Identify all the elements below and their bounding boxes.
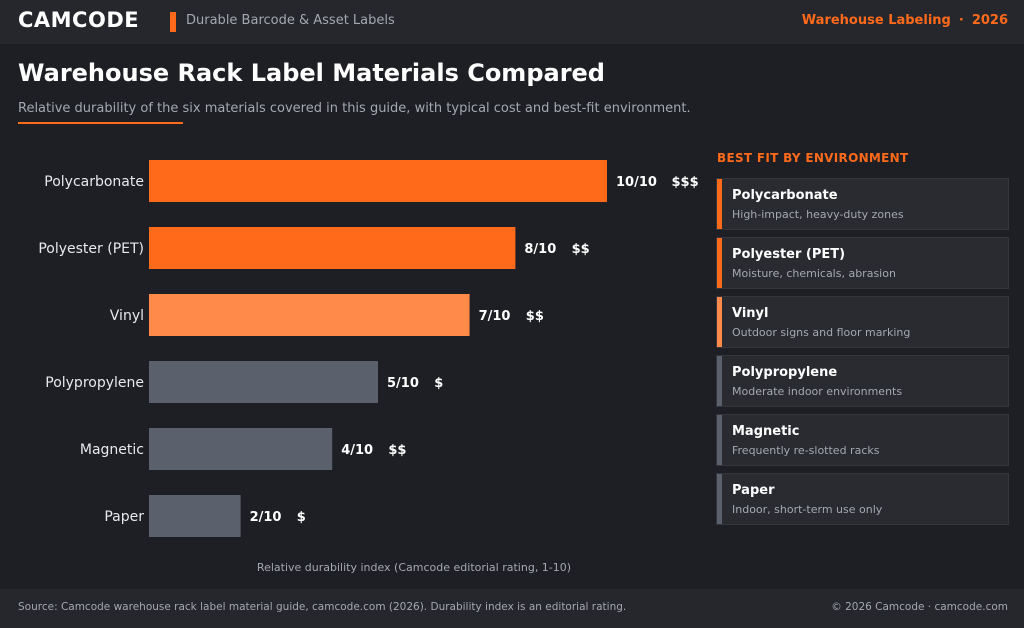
environment-description: Outdoor signs and floor marking bbox=[732, 326, 911, 339]
bars-layer: Polycarbonate 10/10 $$$Polyester (PET) 8/10… bbox=[38, 160, 699, 537]
page-subtitle: Relative durability of the six materials… bbox=[18, 101, 691, 116]
title-underline bbox=[18, 122, 183, 124]
environment-material-name: Polypropylene bbox=[732, 365, 838, 380]
brand-logo: CAMCODE bbox=[18, 8, 140, 32]
bar bbox=[149, 294, 470, 336]
cost-label: $$ bbox=[388, 443, 406, 458]
environment-accent-bar bbox=[717, 238, 722, 288]
section-name: Warehouse Labeling bbox=[801, 13, 951, 28]
value-label: 8/10 bbox=[524, 242, 556, 257]
footer-source: Source: Camcode warehouse rack label mat… bbox=[18, 601, 627, 613]
category-label: Polypropylene bbox=[45, 375, 144, 391]
bar-group: Polypropylene 5/10 $ bbox=[45, 361, 443, 403]
environment-accent-bar bbox=[717, 474, 722, 524]
environment-description: Indoor, short-term use only bbox=[732, 503, 883, 516]
category-label: Vinyl bbox=[110, 308, 144, 324]
bar-group: Magnetic 4/10 $$ bbox=[80, 428, 406, 470]
bar-group: Polycarbonate 10/10 $$$ bbox=[44, 160, 699, 202]
environment-card: Magnetic Frequently re-slotted racks bbox=[716, 414, 1009, 466]
value-label: 5/10 bbox=[387, 376, 419, 391]
environment-material-name: Vinyl bbox=[732, 306, 769, 321]
environment-list: Polycarbonate High-impact, heavy-duty zon… bbox=[716, 178, 1009, 532]
category-label: Polycarbonate bbox=[44, 174, 144, 190]
category-label: Paper bbox=[104, 509, 144, 525]
bar-group: Vinyl 7/10 $$ bbox=[110, 294, 544, 336]
cost-label: $$$ bbox=[672, 175, 699, 190]
bar bbox=[149, 160, 607, 202]
environment-accent-bar bbox=[717, 356, 722, 406]
environment-accent-bar bbox=[717, 415, 722, 465]
environment-description: Moisture, chemicals, abrasion bbox=[732, 267, 896, 280]
environment-description: Frequently re-slotted racks bbox=[732, 444, 880, 457]
value-label: 10/10 bbox=[616, 175, 657, 190]
environment-card: Polyester (PET) Moisture, chemicals, abra… bbox=[716, 237, 1009, 289]
environment-description: High-impact, heavy-duty zones bbox=[732, 208, 904, 221]
durability-bar-chart: Polycarbonate 10/10 $$$Polyester (PET) 8/10… bbox=[38, 160, 699, 574]
section-year: 2026 bbox=[971, 13, 1008, 28]
environment-material-name: Polyester (PET) bbox=[732, 247, 846, 262]
bar bbox=[149, 428, 333, 470]
environment-accent-bar bbox=[717, 179, 722, 229]
bar bbox=[149, 361, 378, 403]
value-label: 7/10 bbox=[479, 309, 511, 324]
bar bbox=[149, 495, 241, 537]
brand-accent-bar bbox=[170, 12, 176, 32]
environment-heading: BEST FIT BY ENVIRONMENT bbox=[717, 151, 909, 165]
environment-material-name: Polycarbonate bbox=[732, 188, 838, 203]
environment-card: Paper Indoor, short-term use only bbox=[716, 473, 1009, 525]
bar-group: Polyester (PET) 8/10 $$ bbox=[38, 227, 590, 269]
environment-accent-bar bbox=[717, 297, 722, 347]
environment-material-name: Magnetic bbox=[732, 424, 800, 439]
cost-label: $$ bbox=[526, 309, 544, 324]
page-title: Warehouse Rack Label Materials Compared bbox=[18, 59, 605, 87]
top-bar: CAMCODE Durable Barcode & Asset Labels W… bbox=[0, 0, 1024, 44]
cost-label: $$ bbox=[572, 242, 590, 257]
x-axis-label: Relative durability index (Camcode edito… bbox=[257, 561, 571, 574]
environment-material-name: Paper bbox=[732, 483, 775, 498]
environment-description: Moderate indoor environments bbox=[732, 385, 903, 398]
footer-copyright: © 2026 Camcode · camcode.com bbox=[831, 601, 1008, 613]
cost-label: $ bbox=[434, 376, 443, 391]
bar-group: Paper 2/10 $ bbox=[104, 495, 306, 537]
footer: Source: Camcode warehouse rack label mat… bbox=[0, 589, 1024, 628]
environment-card: Polycarbonate High-impact, heavy-duty zon… bbox=[716, 178, 1009, 230]
brand-tagline: Durable Barcode & Asset Labels bbox=[186, 13, 395, 28]
category-label: Magnetic bbox=[80, 442, 144, 458]
category-label: Polyester (PET) bbox=[38, 241, 144, 257]
value-label: 2/10 bbox=[250, 510, 282, 525]
value-label: 4/10 bbox=[341, 443, 373, 458]
section-separator: · bbox=[958, 13, 964, 28]
environment-card: Vinyl Outdoor signs and floor marking bbox=[716, 296, 1009, 348]
section-label: Warehouse Labeling · 2026 bbox=[802, 13, 1008, 28]
environment-card: Polypropylene Moderate indoor environment… bbox=[716, 355, 1009, 407]
bar bbox=[149, 227, 516, 269]
cost-label: $ bbox=[297, 510, 306, 525]
